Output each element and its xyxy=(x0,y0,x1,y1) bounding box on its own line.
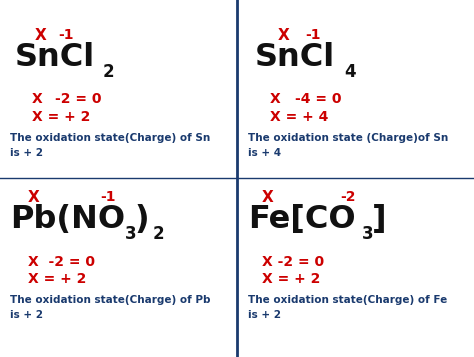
Text: SnCl: SnCl xyxy=(255,42,335,73)
Text: X = + 4: X = + 4 xyxy=(270,110,328,124)
Text: -1: -1 xyxy=(305,28,320,42)
Text: is + 2: is + 2 xyxy=(248,310,281,320)
Text: 2: 2 xyxy=(153,225,164,243)
Text: 3: 3 xyxy=(362,225,374,243)
Text: The oxidation state(Charge) of Pb: The oxidation state(Charge) of Pb xyxy=(10,295,210,305)
Text: X: X xyxy=(278,28,290,43)
Text: X: X xyxy=(28,190,40,205)
Text: -2 = 0: -2 = 0 xyxy=(55,92,101,106)
Text: -4 = 0: -4 = 0 xyxy=(295,92,341,106)
Text: 2: 2 xyxy=(103,63,115,81)
Text: X -2 = 0: X -2 = 0 xyxy=(262,255,324,269)
Text: X: X xyxy=(270,92,281,106)
Text: The oxidation state(Charge) of Fe: The oxidation state(Charge) of Fe xyxy=(248,295,447,305)
Text: -1: -1 xyxy=(58,28,73,42)
Text: ): ) xyxy=(135,204,150,235)
Text: The oxidation state(Charge) of Sn: The oxidation state(Charge) of Sn xyxy=(10,133,210,143)
Text: X = + 2: X = + 2 xyxy=(28,272,86,286)
Text: is + 2: is + 2 xyxy=(10,148,43,158)
Text: X  -2 = 0: X -2 = 0 xyxy=(28,255,95,269)
Text: ]: ] xyxy=(372,204,387,235)
Text: Pb(NO: Pb(NO xyxy=(10,204,125,235)
Text: The oxidation state (Charge)of Sn: The oxidation state (Charge)of Sn xyxy=(248,133,448,143)
Text: X: X xyxy=(262,190,274,205)
Text: SnCl: SnCl xyxy=(15,42,95,73)
Text: is + 2: is + 2 xyxy=(10,310,43,320)
Text: 4: 4 xyxy=(344,63,356,81)
Text: X = + 2: X = + 2 xyxy=(262,272,320,286)
Text: is + 4: is + 4 xyxy=(248,148,281,158)
Text: X: X xyxy=(35,28,47,43)
Text: Fe[CO: Fe[CO xyxy=(248,204,356,235)
Text: -2: -2 xyxy=(340,190,356,204)
Text: X = + 2: X = + 2 xyxy=(32,110,91,124)
Text: X: X xyxy=(32,92,43,106)
Text: 3: 3 xyxy=(125,225,137,243)
Text: -1: -1 xyxy=(100,190,116,204)
